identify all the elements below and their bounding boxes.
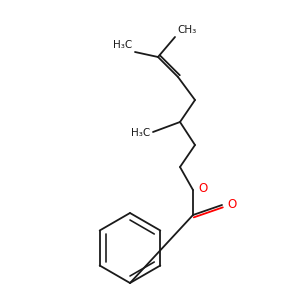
- Text: O: O: [227, 199, 236, 212]
- Text: H₃C: H₃C: [131, 128, 150, 138]
- Text: H₃C: H₃C: [113, 40, 132, 50]
- Text: CH₃: CH₃: [177, 25, 196, 35]
- Text: O: O: [198, 182, 207, 194]
